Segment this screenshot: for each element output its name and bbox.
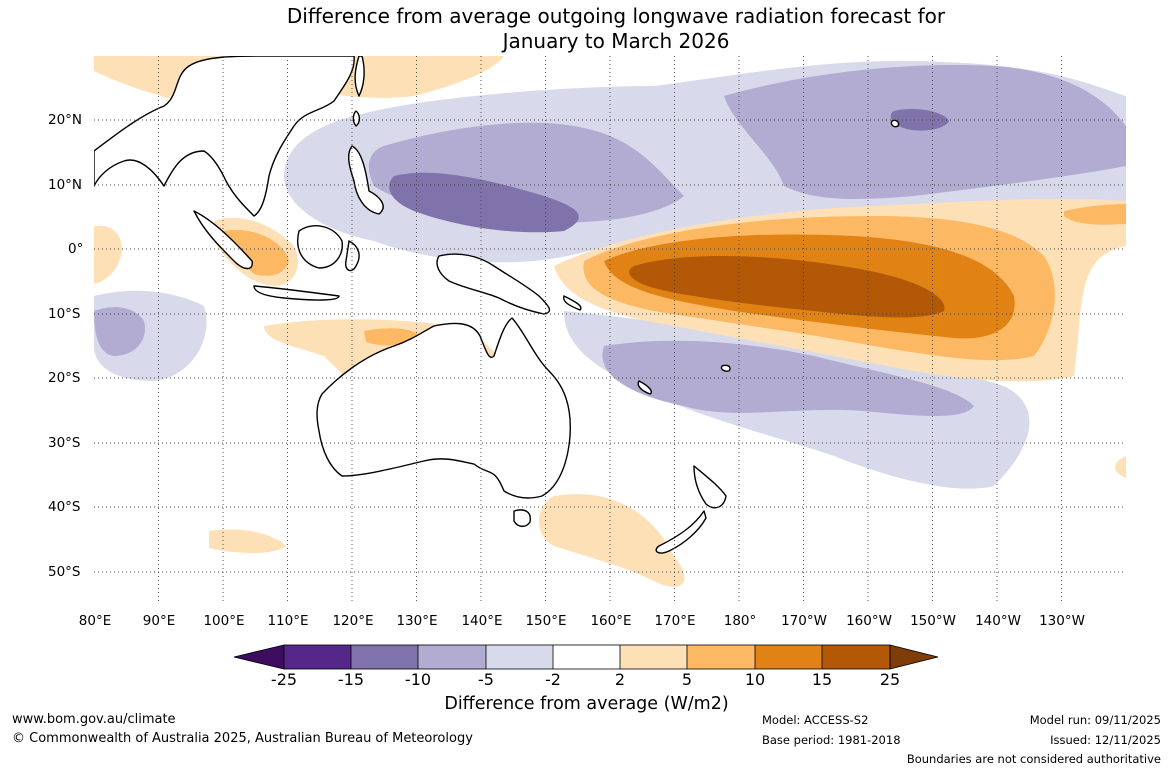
sumatra-outline [193,210,253,270]
colorbar [233,644,939,670]
title-line-2: January to March 2026 [502,29,730,53]
colorbar-bin-4 [486,645,553,669]
colorbar-bin-9 [822,645,890,669]
hawaii-outline [890,119,900,128]
colorbar-tick-8: 10 [744,670,766,689]
colorbar-tick-2: -15 [337,670,365,689]
lat-label-10n: 10°N [48,177,83,193]
model-name: Model: ACCESS-S2 [762,713,869,727]
boundaries-disclaimer: Boundaries are not considered authoritat… [906,752,1161,766]
lat-label-20n: 20°N [48,112,83,128]
japan-outline [354,56,365,97]
lat-label-50s: 50°S [48,564,81,580]
lon-label-150w: 150°W [910,613,956,629]
colorbar-tick-7: 5 [681,670,693,689]
solomon-islands-outline [563,295,582,311]
lat-label-40s: 40°S [48,499,81,515]
lon-label-170w: 170°W [781,613,827,629]
colorbar-tick-5: -2 [545,670,561,689]
base-period: Base period: 1981-2018 [762,733,901,747]
lon-label-150e: 150°E [525,613,567,629]
colorbar-tick-9: 15 [811,670,833,689]
anomaly-fill-very-strong-positive [629,256,945,318]
lon-label-110e: 110°E [267,613,309,629]
fiji-outline [720,364,731,372]
lat-label-10s: 10°S [48,306,81,322]
lon-label-140w: 140°W [975,613,1021,629]
lat-label-eq: 0° [68,241,84,257]
australia-outline [316,317,572,499]
colorbar-tick-6: 2 [614,670,626,689]
lon-label-130e: 130°E [396,613,438,629]
new-caledonia-outline [637,380,653,395]
colorbar-arrow-high [889,644,939,670]
asia-mainland-outline [94,56,355,217]
colorbar-bin-6 [620,645,687,669]
nz-south-island [655,510,707,554]
lon-label-180: 180° [723,613,757,629]
issued-date: Issued: 12/11/2025 [1050,733,1161,747]
lon-label-160e: 160°E [590,613,632,629]
philippines-outline [347,145,384,215]
colorbar-bin-3 [418,645,486,669]
lat-label-30s: 30°S [48,435,81,451]
colorbar-bin-7 [687,645,755,669]
java-outline [253,285,340,301]
model-run-date: Model run: 09/11/2025 [1029,713,1161,727]
colorbar-bin-8 [755,645,822,669]
borneo-outline [297,225,343,269]
colorbar-bin-5 [553,645,620,669]
lon-label-120e: 120°E [332,613,374,629]
taiwan-outline [352,110,361,127]
new-guinea-outline [436,253,551,315]
map-title: Difference from average outgoing longwav… [0,4,1173,54]
lon-label-140e: 140°E [461,613,503,629]
lon-label-170e: 170°E [654,613,696,629]
forecast-map [94,56,1126,604]
colorbar-bin-1 [284,645,351,669]
colorbar-arrow-low [233,644,285,670]
land-outlines [94,56,900,554]
lon-label-130w: 130°W [1039,613,1085,629]
colorbar-tick-3: -10 [404,670,432,689]
copyright-notice: © Commonwealth of Australia 2025, Austra… [12,731,473,746]
lon-label-160w: 160°W [846,613,892,629]
colorbar-tick-10: 25 [879,670,901,689]
colorbar-bin-2 [351,645,418,669]
colorbar-title: Difference from average (W/m2) [444,694,729,714]
colorbar-tick-4: -5 [478,670,494,689]
colorbar-tick-1: -25 [270,670,298,689]
sulawesi-outline [344,240,360,272]
title-line-1: Difference from average outgoing longwav… [286,4,946,28]
anomaly-fill-dark-negative [389,109,949,233]
tasmania-outline [513,509,531,528]
lon-label-100e: 100°E [203,613,245,629]
lon-label-90e: 90°E [142,613,176,629]
website-link[interactable]: www.bom.gov.au/climate [12,712,176,727]
graticule [94,56,1126,604]
lon-label-80e: 80°E [78,613,112,629]
lat-label-20s: 20°S [48,370,81,386]
